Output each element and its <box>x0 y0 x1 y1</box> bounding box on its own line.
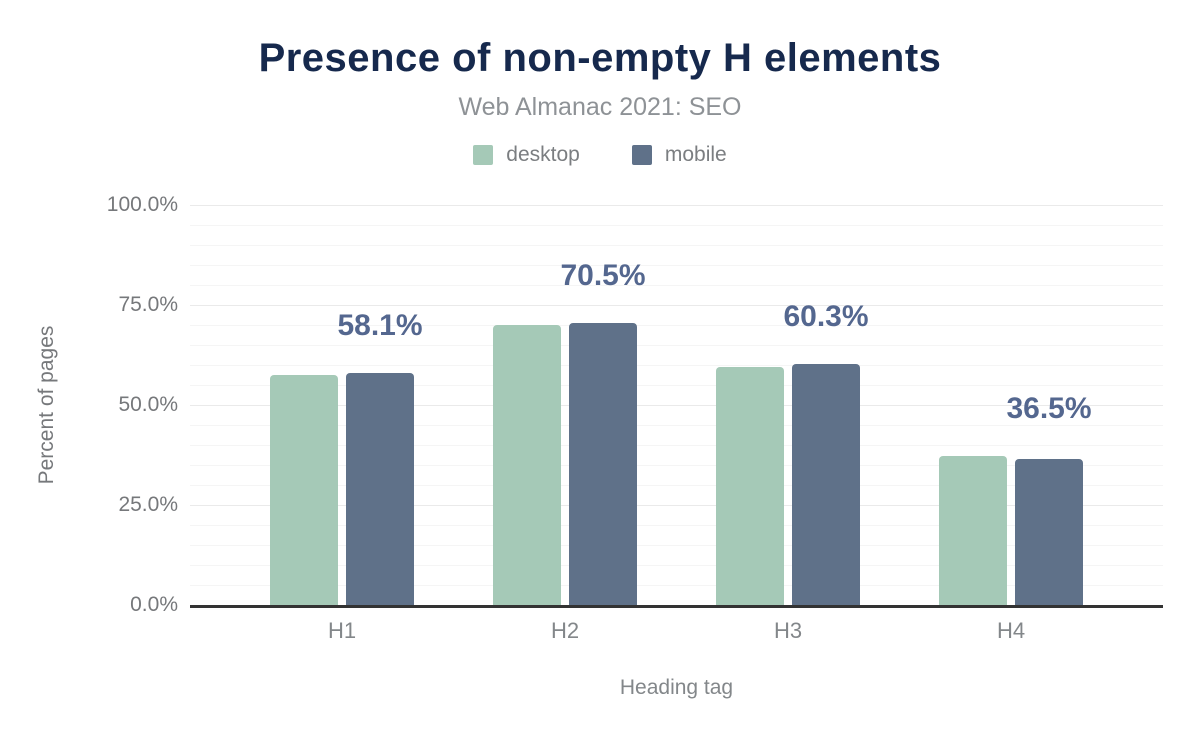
bar-group-h4: 36.5% <box>900 205 1123 605</box>
y-tick-label: 75.0% <box>118 293 178 316</box>
minor-gridline <box>190 365 1163 366</box>
bar-mobile-h1[interactable] <box>346 372 414 605</box>
x-category-label-h2: H2 <box>550 618 580 643</box>
minor-gridline <box>190 585 1163 586</box>
data-label-h4: 36.5% <box>1006 391 1092 425</box>
minor-gridline <box>190 265 1163 266</box>
legend-swatch-icon <box>473 145 494 165</box>
minor-gridline <box>190 385 1163 386</box>
chart-subtitle: Web Almanac 2021: SEO <box>458 93 742 121</box>
legend-item-desktop[interactable]: desktop <box>473 143 580 167</box>
legend: desktop mobile <box>0 143 1200 167</box>
legend-item-mobile[interactable]: mobile <box>631 143 727 167</box>
minor-gridline <box>190 325 1163 326</box>
major-gridline <box>190 205 1163 206</box>
bar-desktop-h3[interactable] <box>716 367 784 605</box>
x-category-label-h4: H4 <box>996 618 1026 643</box>
major-gridline <box>190 305 1163 306</box>
minor-gridline <box>190 245 1163 246</box>
x-axis-line <box>190 605 1163 608</box>
bar-group-h2: 70.5% <box>454 205 677 605</box>
plot-area: 58.1% 70.5% 60.3% 36.5% <box>190 205 1163 608</box>
minor-gridline <box>190 285 1163 286</box>
minor-gridline <box>190 345 1163 346</box>
bar-group-h3: 60.3% <box>677 205 900 605</box>
minor-gridline <box>190 485 1163 486</box>
bar-groups: 58.1% 70.5% 60.3% 36.5% <box>190 205 1163 605</box>
y-tick-label: 0.0% <box>130 593 178 616</box>
y-tick-label: 25.0% <box>118 493 178 516</box>
y-tick-label: 100.0% <box>106 193 178 216</box>
bar-desktop-h1[interactable] <box>270 375 338 605</box>
minor-gridline <box>190 445 1163 446</box>
major-gridline <box>190 505 1163 506</box>
legend-label: desktop <box>506 143 580 166</box>
bar-mobile-h4[interactable] <box>1015 459 1083 605</box>
x-category-label-h3: H3 <box>773 618 803 643</box>
minor-gridline <box>190 225 1163 226</box>
y-tick-label: 50.0% <box>118 393 178 416</box>
minor-gridline <box>190 545 1163 546</box>
x-axis-title: Heading tag <box>619 676 734 699</box>
data-label-h1: 58.1% <box>337 308 423 342</box>
minor-gridline <box>190 565 1163 566</box>
minor-gridline <box>190 425 1163 426</box>
minor-gridline <box>190 525 1163 526</box>
bar-group-h1: 58.1% <box>231 205 454 605</box>
major-gridline <box>190 405 1163 406</box>
data-label-h3: 60.3% <box>783 299 869 333</box>
x-axis-labels: H1 H2 H3 H4 <box>190 618 1163 644</box>
chart-title: Presence of non-empty H elements <box>258 36 942 80</box>
bar-mobile-h3[interactable] <box>792 363 860 605</box>
data-label-h2: 70.5% <box>560 259 646 292</box>
bar-desktop-h4[interactable] <box>939 455 1007 605</box>
legend-swatch-icon <box>631 145 652 165</box>
bar-mobile-h2[interactable] <box>569 323 637 605</box>
bar-desktop-h2[interactable] <box>493 324 561 605</box>
x-category-label-h1: H1 <box>327 618 357 643</box>
minor-gridline <box>190 465 1163 466</box>
legend-label: mobile <box>664 143 727 166</box>
